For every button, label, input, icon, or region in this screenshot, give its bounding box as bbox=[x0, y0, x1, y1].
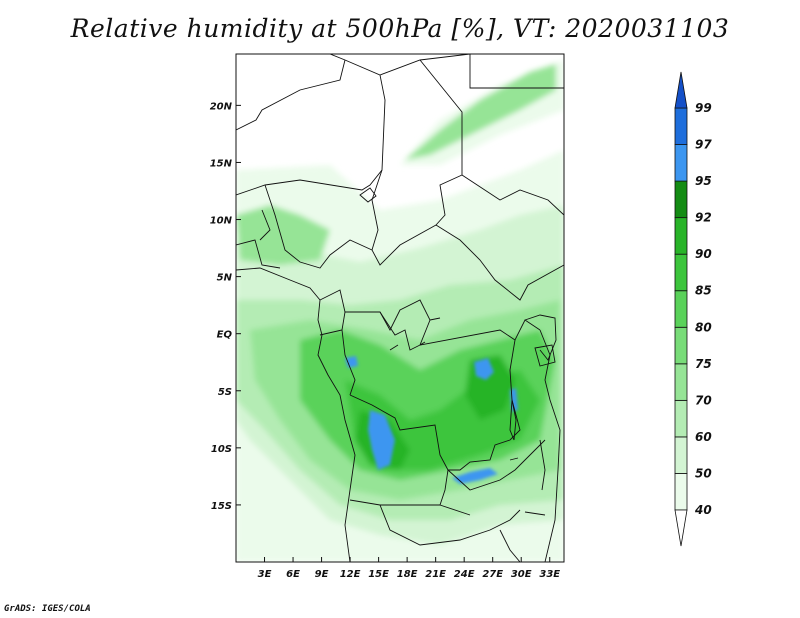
lake-chad bbox=[359, 187, 377, 203]
lon-tick-label: 3E bbox=[258, 569, 272, 580]
lon-tick-label: 27E bbox=[482, 569, 503, 580]
colorbar-label: 70 bbox=[695, 393, 712, 407]
colorbar: 40 50 60 70 75 80 85 90 92 95 97 99 bbox=[674, 71, 712, 547]
colorbar-band bbox=[674, 436, 688, 474]
border-libya-sudan bbox=[419, 59, 463, 226]
lake-tanganyika bbox=[509, 399, 517, 441]
rh-patch-95-gabon bbox=[345, 356, 358, 368]
border-tanzania bbox=[539, 329, 561, 562]
grads-credit: GrADS: IGES/COLA bbox=[4, 604, 91, 614]
colorbar-band bbox=[674, 180, 688, 219]
colorbar-band bbox=[674, 217, 688, 255]
colorbar-label: 40 bbox=[694, 503, 712, 517]
lon-tick-label: 18E bbox=[397, 569, 418, 580]
border-egypt bbox=[469, 54, 564, 89]
border-congo bbox=[319, 311, 356, 396]
colorbar-label: 92 bbox=[695, 211, 712, 225]
border-uganda-kenya bbox=[524, 314, 557, 361]
colorbar-band bbox=[674, 290, 688, 328]
lat-tick-label: 5S bbox=[218, 387, 232, 398]
lat-tick-label: 10S bbox=[211, 444, 232, 455]
border-north bbox=[236, 54, 471, 196]
rh-patch-95-angola bbox=[368, 410, 395, 470]
lon-tick-label: 6E bbox=[286, 569, 300, 580]
rh-patch-95-congo bbox=[474, 358, 494, 380]
colorbar-band bbox=[674, 107, 688, 145]
border-cameroon bbox=[319, 289, 431, 346]
colorbar-label: 50 bbox=[695, 466, 712, 480]
colorbar-band bbox=[674, 144, 688, 182]
colorbar-band bbox=[674, 473, 688, 511]
border-zambia bbox=[447, 439, 546, 491]
colorbar-band bbox=[674, 326, 688, 365]
border-sudan-south bbox=[461, 174, 564, 216]
border-niger-nigeria bbox=[264, 184, 373, 269]
lat-tick-label: EQ bbox=[217, 330, 233, 341]
latitude-axis: 20N 15N 10N 5N EQ 5S 10S 15S bbox=[210, 101, 241, 512]
lon-tick-label: 30E bbox=[511, 569, 532, 580]
plot-area: 20N 15N 10N 5N EQ 5S 10S 15S 3E 6E 9E 12E 15E 18E 21E… bbox=[210, 53, 565, 580]
lon-tick-label: 12E bbox=[340, 569, 361, 580]
lon-tick-label: 33E bbox=[539, 569, 560, 580]
colorbar-label: 80 bbox=[695, 320, 712, 334]
longitude-axis: 3E 6E 9E 12E 15E 18E 21E 24E 27E 30E 33E bbox=[258, 557, 560, 580]
lon-tick-label: 24E bbox=[454, 569, 475, 580]
border-drc-east bbox=[448, 339, 521, 471]
colorbar-underflow-arrow bbox=[674, 509, 688, 547]
country-borders bbox=[236, 54, 564, 562]
colorbar-label: 85 bbox=[695, 284, 712, 298]
lon-tick-label: 15E bbox=[368, 569, 389, 580]
lon-tick-label: 21E bbox=[425, 569, 446, 580]
colorbar-band bbox=[674, 253, 688, 292]
lat-tick-label: 15S bbox=[211, 501, 232, 512]
colorbar-label: 99 bbox=[695, 101, 712, 115]
lat-tick-label: 5N bbox=[217, 273, 233, 284]
river-congo bbox=[389, 317, 441, 351]
coastline-gulf bbox=[236, 267, 356, 562]
lon-tick-label: 9E bbox=[315, 569, 329, 580]
rh-shade-westafrica bbox=[236, 205, 330, 265]
lat-tick-label: 10N bbox=[210, 216, 233, 227]
border-angola bbox=[349, 394, 449, 506]
lat-tick-label: 20N bbox=[210, 101, 233, 112]
colorbar-label: 90 bbox=[695, 247, 712, 261]
river-zambezi bbox=[509, 457, 546, 516]
humidity-field bbox=[236, 60, 564, 562]
colorbar-overflow-arrow bbox=[674, 71, 688, 109]
colorbar-band bbox=[674, 399, 688, 438]
colorbar-label: 95 bbox=[695, 174, 712, 188]
border-west-africa bbox=[236, 209, 281, 269]
rh-patch-95-zambia bbox=[452, 468, 498, 484]
plot-frame bbox=[235, 53, 565, 563]
lake-victoria bbox=[534, 344, 556, 367]
border-chad bbox=[371, 169, 564, 301]
lat-tick-label: 15N bbox=[210, 158, 233, 169]
colorbar-label: 60 bbox=[695, 430, 712, 444]
border-south bbox=[379, 504, 521, 562]
colorbar-band bbox=[674, 363, 688, 401]
colorbar-label: 97 bbox=[695, 138, 712, 152]
lake-malawi bbox=[539, 439, 546, 491]
map-title: Relative humidity at 500hPa [%], VT: 202… bbox=[70, 14, 730, 43]
colorbar-label: 75 bbox=[695, 357, 712, 371]
